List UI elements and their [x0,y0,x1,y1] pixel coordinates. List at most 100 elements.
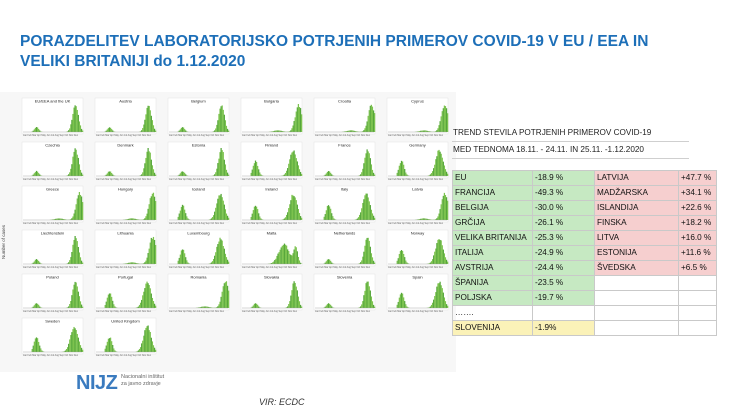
epicurve-bar [438,283,440,308]
epicurve-bar [364,290,366,308]
epicurve-bar [358,214,361,220]
epicurve-bar [326,171,329,176]
epicurve-bar [370,164,373,176]
epicurve-bar [429,306,432,308]
epicurve-bar [323,307,325,308]
epicurve-bar [295,158,297,176]
epicurve-bar [209,263,212,264]
epicurve-bar [65,349,68,352]
epicurve-bar [288,304,290,308]
epicurve-bar [366,149,368,176]
epicurve-bar [76,286,78,308]
trend-value-cell: -23.5 % [532,275,595,291]
epicurve-bar [404,257,406,264]
epicurve-bar [251,169,253,176]
epicurve-bar [218,241,220,264]
epicurve-bar [221,240,223,264]
trend-heading-2: MED TEDNOMA 18.11. - 24.11. IN 25.11. -1… [452,141,689,159]
epicurve-bar [139,302,142,308]
epicurve-bar [132,218,134,220]
epicurve-bar [186,175,188,176]
epicurve-bar [218,113,220,132]
epicurve-bar [445,259,448,264]
epicurve-bar [155,174,157,176]
epicurve-bar [32,345,34,352]
epicurve-bar [280,247,282,264]
epicurve-bar [400,160,403,176]
epicurve-bar [259,172,261,176]
epicurve-bar [137,306,140,308]
epicurve-bar [436,218,438,220]
epicurve-bar [128,218,130,220]
panel-frame [167,273,230,311]
trend-row: ITALIJA -24.9 % ESTONIJA +11.6 % [452,245,717,261]
epicurve-bar [399,163,402,176]
panel-frame [386,97,449,135]
x-tick-labels: Jan Feb Mar Apr May Jun Jul Aug Sep Oct … [242,134,298,137]
epicurve-bar [397,258,399,264]
epicurve-bar [250,172,252,176]
epicurve-bar [424,130,426,132]
epicurve-bar [301,114,303,132]
epicurve-bar [149,242,151,264]
epicurve-bar [145,327,147,352]
epicurve-bar [445,197,448,220]
epicurve-bar [400,250,403,264]
x-tick-labels: Jan Feb Mar Apr May Jun Jul Aug Sep Oct … [23,354,79,357]
epicurve-bar [66,175,69,176]
epicurve-bar [407,175,409,176]
epicurve-bar [74,328,76,352]
epicurve-panel: Bulgaria Jan Feb Mar Apr May Jun Jul Aug … [240,97,303,137]
epicurve-bar [31,263,33,264]
x-tick-labels: Jan Feb Mar Apr May Jun Jul Aug Sep Oct … [96,222,152,225]
epicurve-bar [109,127,112,132]
epicurve-bar [332,216,334,220]
epicurve-bar [138,304,141,308]
epicurve-bar [77,195,79,220]
x-tick-labels: Jan Feb Mar Apr May Jun Jul Aug Sep Oct … [315,266,371,269]
epicurve-bar [354,131,356,132]
epicurve-bar [292,253,294,264]
epicurve-bar [33,173,35,176]
epicurve-bar [326,206,329,220]
epicurve-bar [436,156,438,176]
epicurve-bar [223,248,225,264]
epicurve-bar [143,124,145,132]
epicurve-bar [398,253,400,264]
epicurve-bar [440,285,442,308]
epicurve-bar [69,260,71,264]
epicurve-bar [434,251,436,264]
trend-country-cell [594,320,679,336]
epicurve-bar [439,239,441,264]
epicurve-bar [225,281,228,308]
x-tick-labels: Jan Feb Mar Apr May Jun Jul Aug Sep Oct … [315,222,371,225]
epicurve-bar [290,200,292,220]
epicurve-bar [109,293,112,308]
epicurve-bar [224,253,227,264]
epicurve-bar [441,288,443,308]
epicurve-bar [75,149,77,176]
epicurve-bar [360,174,362,176]
epicurve-bar [357,217,360,220]
epicurve-bar [134,262,136,264]
epicurve-bar [139,175,142,176]
logo-text: NIJZ [76,372,118,394]
epicurve-bar [440,204,442,220]
epicurve-bar [71,119,73,132]
epicurve-bar [368,110,370,132]
epicurve-bar [32,262,34,264]
epicurve-bar [363,130,365,132]
epicurve-bar [347,130,349,132]
epicurve-bar [297,104,300,132]
panel-title: Poland [46,274,58,279]
epicurve-bar [301,173,303,176]
epicurve-bar [38,341,40,352]
x-tick-labels: Jan Feb Mar Apr May Jun Jul Aug Sep Oct … [169,310,225,313]
epicurve-bar [31,131,33,132]
epicurve-bar [442,195,444,220]
epicurve-bar [76,109,78,132]
epicurve-bar [63,351,66,352]
epicurve-bar [216,168,218,176]
epicurve-bar [363,199,365,220]
epicurve-bar [255,303,258,308]
